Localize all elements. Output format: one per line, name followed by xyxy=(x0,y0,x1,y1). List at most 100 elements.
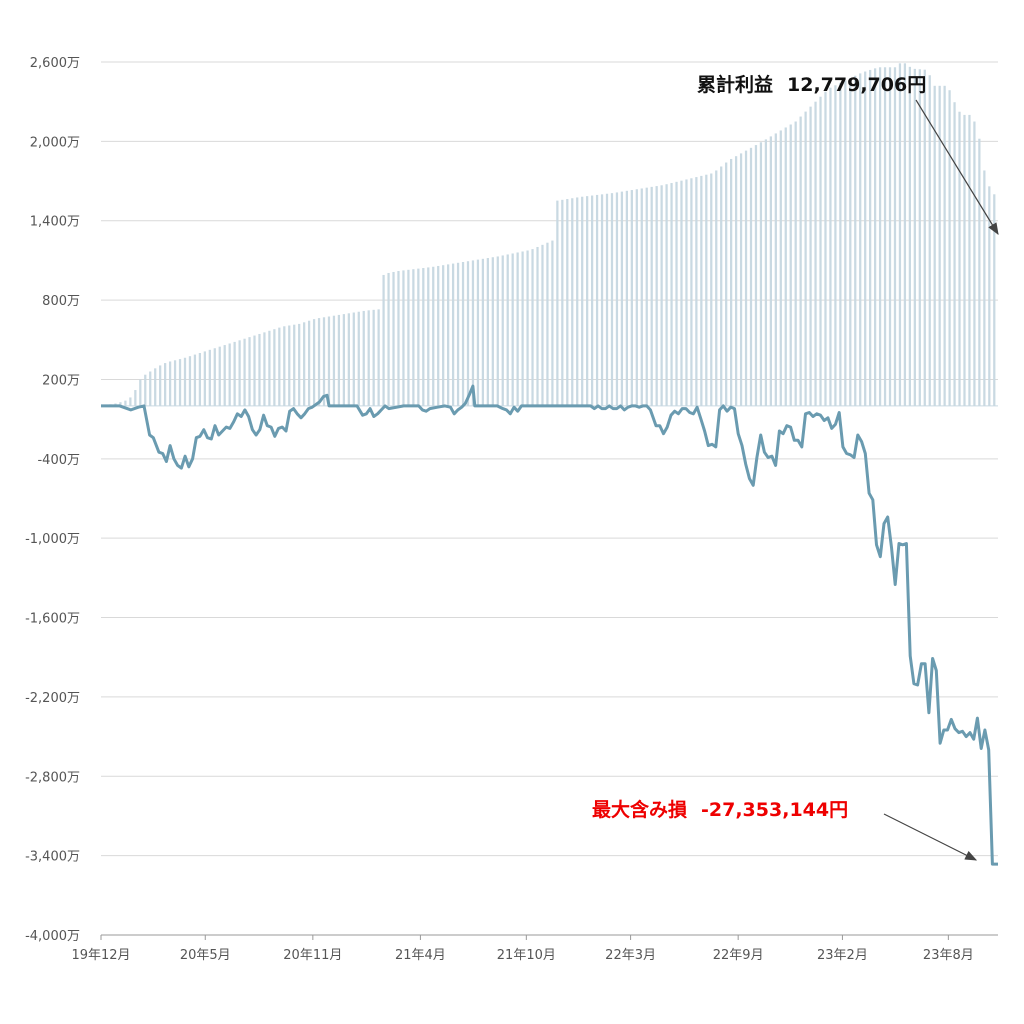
profit-bar xyxy=(610,193,614,406)
profit-bar xyxy=(283,326,286,406)
profit-bar xyxy=(640,188,643,406)
profit-bar xyxy=(164,363,167,406)
x-axis-ticks: 19年12月 20年5月 20年11月 21年4月 21年10月 22年3月 22年9月 23… xyxy=(71,934,998,963)
y-tick-label: -2,800万 xyxy=(25,770,80,785)
profit-bar xyxy=(278,327,281,406)
profit-bar xyxy=(605,193,609,406)
profit-bar xyxy=(888,67,892,406)
profit-bar xyxy=(392,271,395,406)
profit-bar xyxy=(873,68,877,406)
profit-bar xyxy=(774,133,777,406)
profit-bar xyxy=(948,90,951,406)
profit-bar xyxy=(923,69,926,406)
profit-bar xyxy=(794,121,797,406)
profit-bar xyxy=(859,73,862,406)
profit-bar xyxy=(650,186,653,406)
profit-bar xyxy=(134,390,137,406)
profit-bar xyxy=(307,320,311,406)
profit-bar xyxy=(913,68,916,406)
profit-bar xyxy=(819,96,822,406)
profit-bar xyxy=(968,114,971,406)
profit-bar xyxy=(382,274,385,406)
profit-bar xyxy=(312,319,316,406)
profit-bar xyxy=(337,314,341,406)
profit-bar xyxy=(754,145,758,406)
y-tick-label: 2,000万 xyxy=(30,135,80,150)
profit-bar xyxy=(243,338,246,406)
profit-bar xyxy=(427,267,430,406)
profit-bar xyxy=(566,199,569,406)
profit-bar xyxy=(799,116,802,406)
profit-bar xyxy=(764,139,768,406)
profit-bar xyxy=(849,78,852,406)
profit-bar xyxy=(402,270,405,406)
grid-lines xyxy=(101,61,998,936)
profit-bar xyxy=(342,314,346,406)
x-tick-label: 21年4月 xyxy=(395,948,446,963)
profit-bar xyxy=(769,136,772,406)
x-tick-label: 22年9月 xyxy=(713,948,764,963)
profit-bar xyxy=(461,261,465,406)
profit-bar xyxy=(531,249,534,406)
profit-bar xyxy=(546,242,549,406)
profit-bar xyxy=(124,400,127,406)
y-tick-label: -4,000万 xyxy=(25,929,80,944)
profit-bar xyxy=(456,262,460,406)
max-unrealized-loss-arrow xyxy=(883,813,978,861)
unrealized-loss-line xyxy=(101,384,998,866)
profit-bar xyxy=(680,180,683,406)
profit-bar xyxy=(168,361,172,406)
profit-bar xyxy=(715,170,718,406)
profit-bar xyxy=(730,158,733,406)
x-tick-label: 19年12月 xyxy=(71,948,130,963)
profit-bar xyxy=(332,315,336,406)
profit-bar xyxy=(600,194,604,406)
profit-bar xyxy=(322,317,326,406)
profit-bar xyxy=(377,309,380,406)
profit-bar xyxy=(725,162,728,406)
profit-bar xyxy=(327,316,331,406)
profit-bar xyxy=(491,257,494,406)
unrealized-loss-path xyxy=(101,384,998,866)
profit-bar xyxy=(779,130,782,406)
profit-bar xyxy=(690,178,693,406)
profit-bar xyxy=(864,71,867,406)
profit-bar xyxy=(581,196,584,406)
y-tick-label: 200万 xyxy=(42,373,80,388)
cumulative-profit-bars xyxy=(101,63,998,407)
profit-bar xyxy=(749,147,753,406)
profit-bar xyxy=(317,318,321,406)
profit-bar xyxy=(953,102,956,406)
profit-bar xyxy=(878,67,882,406)
profit-bar xyxy=(586,196,589,406)
profit-bar xyxy=(303,322,306,406)
y-axis-ticks: 2,600万 2,000万 1,400万 800万 200万 -400万 -1,000万 -1… xyxy=(25,56,80,944)
profit-bar xyxy=(228,343,231,406)
profit-bar xyxy=(809,106,812,406)
profit-bar xyxy=(933,85,936,406)
profit-bar xyxy=(993,194,996,406)
profit-bar xyxy=(883,67,887,406)
profit-bar xyxy=(268,330,271,406)
profit-bar xyxy=(789,124,792,406)
x-tick-label: 22年3月 xyxy=(605,948,656,963)
profit-bar xyxy=(700,175,703,406)
profit-bar xyxy=(407,269,410,406)
profit-bar xyxy=(655,186,658,406)
profit-bar xyxy=(710,173,713,406)
profit-bar xyxy=(486,258,489,406)
profit-bar xyxy=(496,256,499,406)
profit-bar xyxy=(149,371,152,406)
profit-bar xyxy=(432,266,435,406)
profit-bar xyxy=(367,310,370,406)
profit-bar xyxy=(178,359,182,406)
profit-bar xyxy=(288,325,291,406)
max-unrealized-loss-annotation: 最大含み損 -27,353,144円 xyxy=(592,798,848,821)
profit-bar xyxy=(660,185,663,406)
profit-bar xyxy=(595,194,599,406)
profit-bar xyxy=(159,365,162,406)
profit-bar xyxy=(943,85,946,406)
profit-bar xyxy=(908,66,912,406)
profit-bar xyxy=(893,67,897,406)
profit-bar xyxy=(198,353,202,406)
